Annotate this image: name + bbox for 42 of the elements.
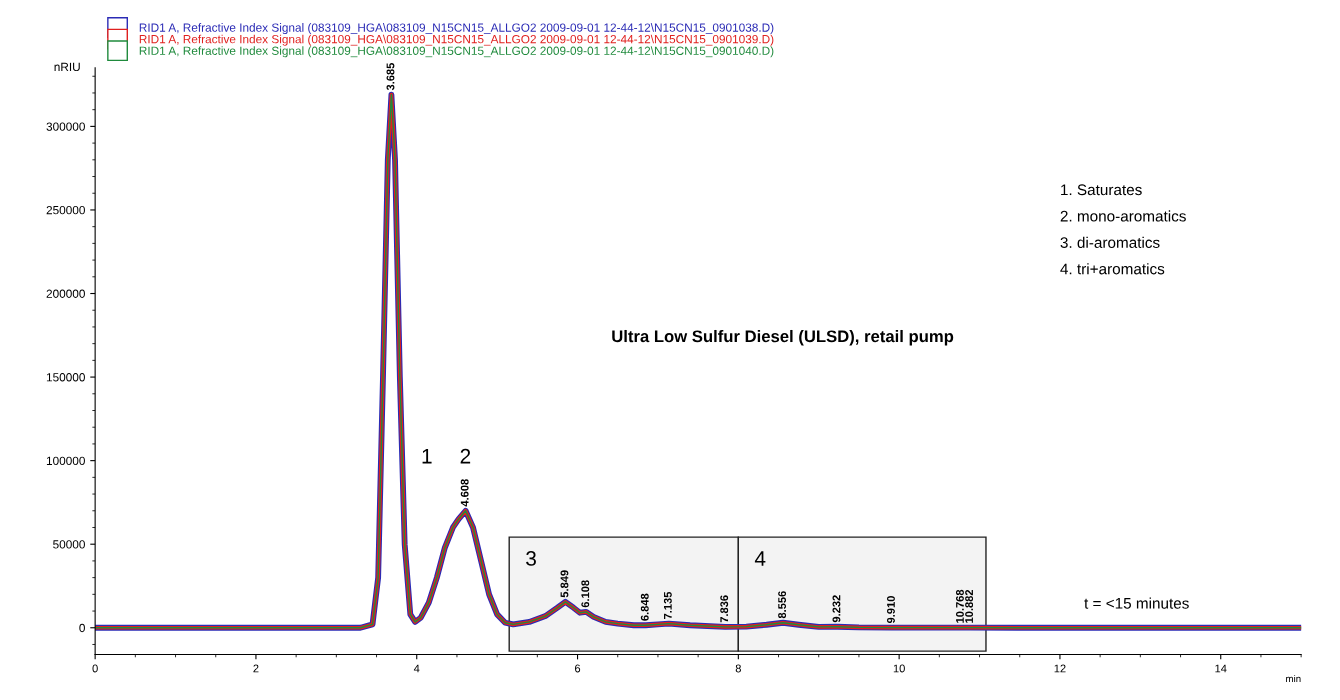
annotation: t = <15 minutes (1084, 597, 1189, 609)
x-tick-label: 6 (575, 664, 581, 673)
annotation: 7.836 (720, 595, 729, 623)
annotation: 9.910 (887, 596, 895, 624)
annotation: 10.768 (956, 589, 964, 623)
legend-label: RID1 A, Refractive Index Signal (083109_HGA\083109_N15CN15_ALLGO2 2009-09-01 12-44-12\N15CN15_0901039.D) (139, 34, 774, 46)
y-tick-label: 50000 (53, 540, 85, 549)
annotation: 5.849 (560, 570, 569, 598)
annotation: 1 (422, 449, 432, 464)
x-tick-label: 14 (1215, 664, 1227, 673)
legend-label: RID1 A, Refractive Index Signal (083109_HGA\083109_N15CN15_ALLGO2 2009-09-01 12-44-12\N15CN15_0901040.D) (139, 46, 774, 58)
x-tick-label: 10 (893, 664, 905, 673)
annotation: 2 (460, 448, 471, 464)
legend-label: RID1 A, Refractive Index Signal (083109_HGA\083109_N15CN15_ALLGO2 2009-09-01 12-44-12\N15CN15_0901038.D) (139, 23, 774, 35)
annotation: 9.232 (832, 595, 841, 623)
y-tick-label: 250000 (46, 205, 85, 215)
annotation: 4. tri+aromatics (1060, 263, 1165, 275)
band-label: 4 (754, 551, 766, 566)
annotation: 6.848 (640, 593, 649, 621)
annotation: 10.882 (965, 589, 974, 623)
annotation: Ultra Low Sulfur Diesel (ULSD), retail pump (612, 329, 954, 346)
x-tick-label: 12 (1054, 664, 1066, 673)
y-axis-title: nRIU (54, 62, 80, 72)
y-tick-label: 200000 (46, 289, 85, 298)
y-tick-label: 150000 (46, 373, 85, 382)
y-tick-label: 300000 (46, 122, 85, 131)
x-tick-label: 4 (413, 664, 420, 673)
x-tick-label: 0 (92, 664, 98, 673)
y-tick-label: 0 (79, 623, 85, 633)
annotation: 8.556 (778, 591, 787, 619)
x-tick-label: 8 (735, 664, 741, 673)
annotation: 1. Saturates (1061, 184, 1142, 196)
x-tick-label: 2 (253, 664, 259, 673)
annotation: 2. mono-aromatics (1060, 210, 1186, 222)
annotation: 4.608 (460, 479, 469, 507)
annotation: 3.685 (386, 62, 395, 91)
y-tick-label: 100000 (46, 456, 85, 466)
annotation: 3. di-aromatics (1060, 236, 1160, 248)
annotation: 6.108 (581, 580, 590, 608)
x-axis-title: min (1286, 675, 1301, 683)
annotation: 7.135 (663, 591, 672, 619)
band-label: 3 (526, 551, 536, 566)
